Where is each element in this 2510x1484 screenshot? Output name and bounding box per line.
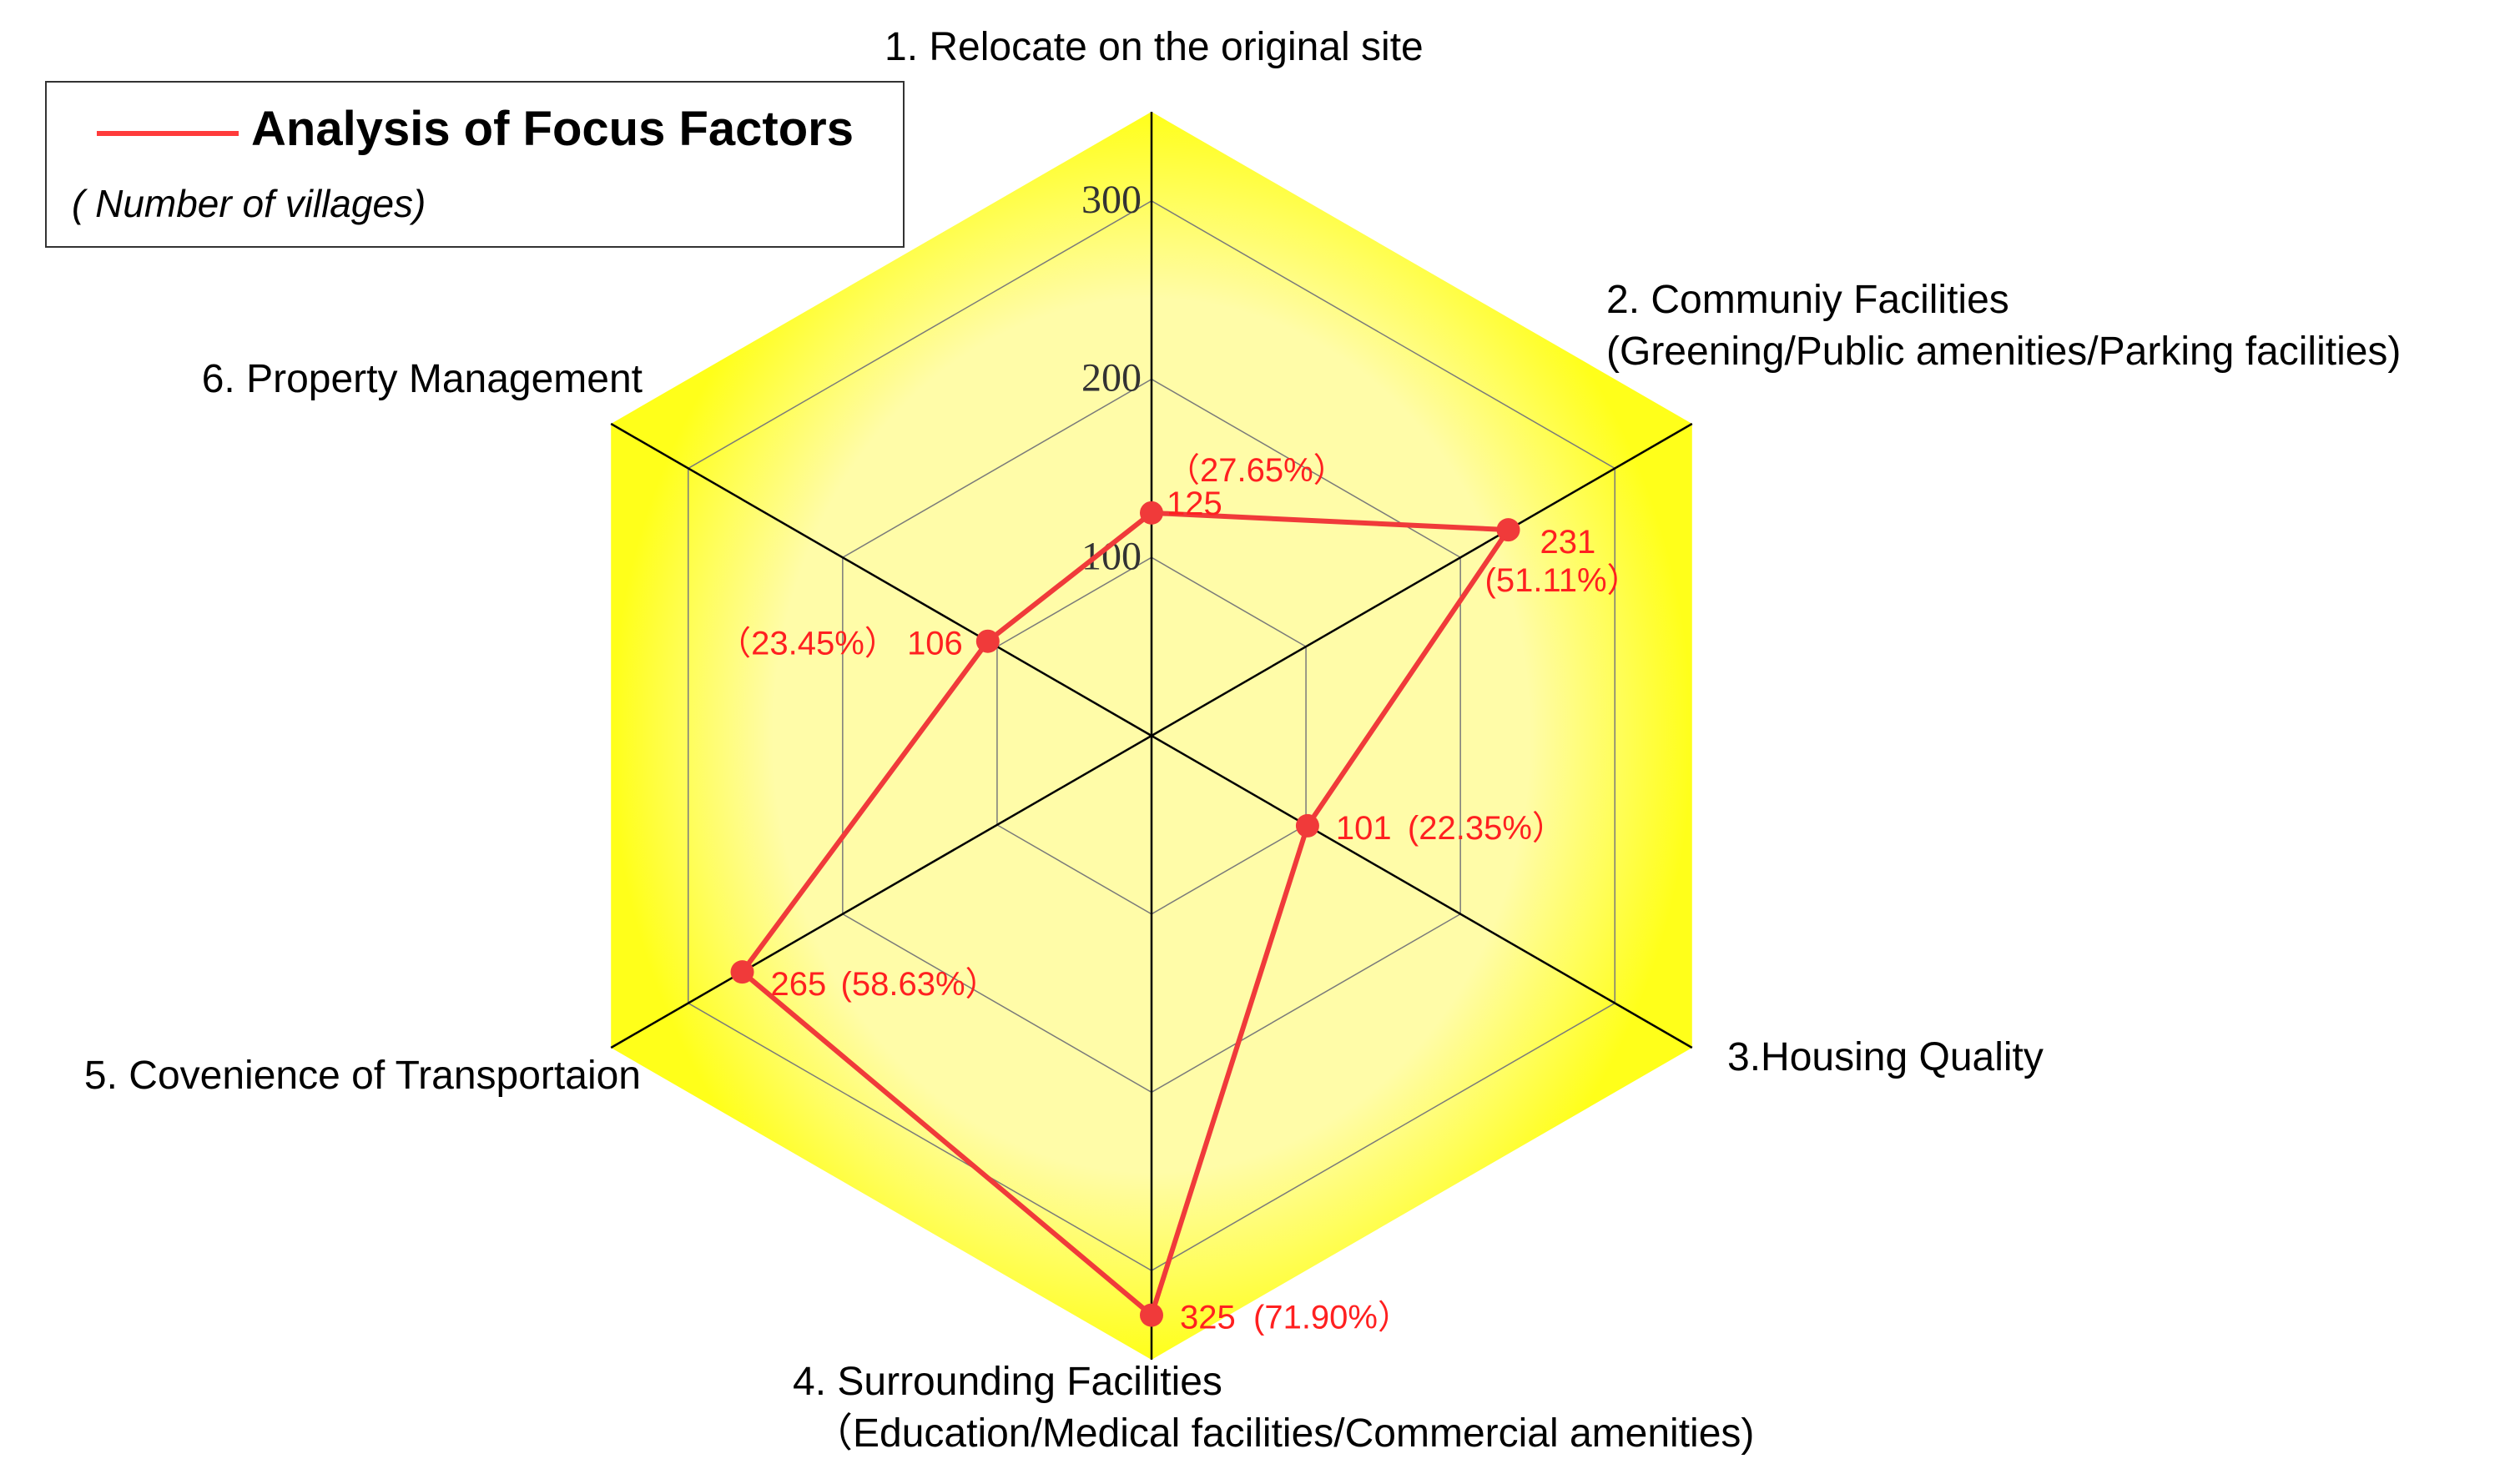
axis-label-4-detail: （Education/Medical facilities/Commercial… (813, 1411, 1754, 1456)
radar-series: （27.65%）125 231(51.11%） 101 (22.35%） 325 (71.… (718, 452, 1640, 1336)
data-percent-label-5: (58.63%） (841, 966, 999, 1003)
legend-line-swatch (97, 131, 239, 136)
axis-label-4: 4. Surrounding Facilities (793, 1360, 1222, 1404)
data-point-4 (1140, 1303, 1163, 1327)
data-percent-label-3: (22.35%） (1408, 810, 1565, 847)
axis-line-5 (610, 734, 1152, 1049)
tick-label-100: 100 (1081, 534, 1142, 578)
axis-label-2-detail: (Greening/Public amenities/Parking facil… (1606, 329, 2401, 374)
data-point-3 (1295, 813, 1319, 838)
axis-line-3 (1151, 734, 1693, 1049)
radar-axis-labels: 1. Relocate on the original site 2. Commu… (84, 25, 2401, 1456)
data-point-2 (1496, 518, 1520, 542)
data-percent-label-2: (51.11%） (1485, 562, 1641, 599)
data-percent-label-4: (71.90%） (1253, 1300, 1411, 1336)
legend-title: Analysis of Focus Factors (251, 102, 854, 156)
data-point-1 (1140, 501, 1163, 525)
axis-label-1: 1. Relocate on the original site (885, 25, 1424, 69)
legend: Analysis of Focus Factors ( Number of vi… (45, 81, 905, 248)
data-point-5 (730, 960, 754, 984)
data-value-label-1: 125 (1167, 485, 1222, 522)
axis-line-2 (1151, 422, 1693, 737)
axis-line-6 (610, 422, 1152, 737)
data-value-label-5: 265 (771, 966, 827, 1003)
data-point-6 (975, 629, 1000, 653)
data-value-label-6: 106 (907, 626, 963, 662)
data-percent-label-6: （23.45%） (718, 626, 898, 662)
axis-label-3: 3.Housing Quality (1727, 1035, 2044, 1079)
data-value-label-2: 231 (1540, 524, 1596, 561)
axis-label-6: 6. Property Management (202, 357, 643, 401)
data-percent-label-1: （27.65%） (1167, 452, 1347, 489)
tick-label-300: 300 (1081, 178, 1142, 222)
radar-tick-labels: 100 200 300 (1081, 178, 1142, 578)
tick-label-200: 200 (1081, 356, 1142, 400)
radar-axes (610, 112, 1693, 1360)
axis-label-5: 5. Covenience of Transportaion (84, 1054, 641, 1098)
legend-subtitle: ( Number of villages) (72, 182, 426, 225)
data-value-label-4: 325 (1180, 1300, 1236, 1336)
data-value-label-3: 101 (1336, 810, 1392, 847)
axis-label-2: 2. Communiy Facilities (1606, 278, 2009, 322)
